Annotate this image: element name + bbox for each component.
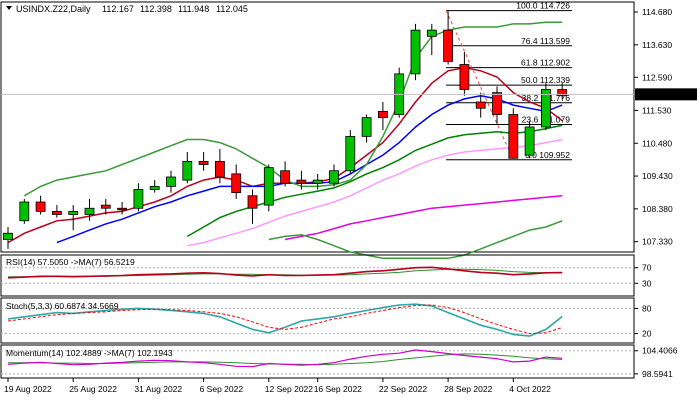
collapse-triangle-icon[interactable]	[6, 6, 12, 10]
candle-body	[3, 232, 13, 240]
candle-body	[84, 207, 95, 215]
time-axis: 19 Aug 2022 25 Aug 2022 31 Aug 2022 6 Sep 2…	[4, 378, 551, 394]
momentum-label: Momentum(14) 102.4889 ->MA(7) 102.1943	[6, 348, 173, 358]
time-tick-label: 19 Aug 2022	[4, 384, 52, 394]
osc-tick-label: 20	[642, 329, 652, 339]
momentum-lines: 104.4066 98.5941	[1, 346, 678, 379]
candle-body	[280, 170, 291, 184]
fib-level-label: 100.0 114.726	[516, 1, 570, 11]
price-tick-label: 114.680	[642, 7, 672, 17]
time-tick-label: 25 Aug 2022	[69, 384, 117, 394]
price-pane-frame	[0, 1, 635, 253]
candle-body	[100, 204, 111, 209]
candle-body	[35, 201, 46, 212]
ohlc-close: 112.045	[216, 4, 248, 14]
candle-body	[182, 160, 193, 181]
osc-tick-label: 98.5941	[642, 369, 673, 379]
candle-body	[443, 29, 454, 62]
moving-average-line	[187, 138, 563, 247]
stoch-d-line	[7, 304, 563, 335]
candle-body	[508, 114, 519, 159]
candle-body	[166, 176, 176, 187]
fib-level-label: 76.4 113.599	[521, 36, 570, 46]
price-tick-label: 110.480	[642, 138, 672, 148]
time-tick-label: 31 Aug 2022	[134, 384, 182, 394]
ohlc-low: 111.948	[178, 4, 209, 14]
stoch-label: Stoch(5,3,3) 60.6874 34.5669	[6, 301, 119, 311]
time-tick-label: 6 Sep 2022	[200, 384, 244, 394]
candle-body	[361, 117, 372, 137]
fib-level-label: 61.8 112.902	[521, 58, 570, 68]
rsi-pane-frame	[0, 254, 635, 297]
last-price-badge: 112.045	[635, 88, 697, 101]
moving-average-line	[268, 220, 563, 260]
rsi-lines: 70 30	[1, 263, 652, 288]
candle-body	[68, 210, 79, 215]
price-tick-label: 111.530	[642, 105, 672, 115]
candle-body	[557, 89, 568, 97]
price-pane: 114.680 113.630 112.590 111.530 110.480 109.4…	[0, 1, 697, 260]
candle-body	[52, 210, 62, 215]
candle-body	[19, 201, 30, 222]
candle-body	[312, 179, 323, 184]
chart-header: USINDX.Z22,Daily 112.167 112.398 111.948…	[6, 4, 248, 14]
candle-body	[459, 64, 470, 90]
stoch-lines: 80 20	[1, 303, 652, 339]
osc-tick-label: 104.4066	[642, 346, 678, 356]
time-tick-label: 28 Sep 2022	[444, 384, 492, 394]
candle-body	[541, 89, 551, 128]
candle-body	[117, 207, 127, 211]
candle-body	[492, 92, 502, 115]
candle-body	[149, 185, 160, 190]
stoch-k-line	[7, 303, 563, 337]
candle-body	[524, 126, 535, 156]
price-tick-label: 107.330	[642, 237, 673, 247]
momentum-line	[7, 349, 563, 368]
candle-body	[329, 170, 339, 184]
candle-body	[231, 173, 242, 194]
stoch-pane: 80 20 Stoch(5,3,3) 60.6874 34.5669	[0, 297, 652, 344]
last-price-badge-box	[635, 88, 697, 101]
fibonacci-levels: 100.0 114.726 76.4 113.599 61.8 112.902 50.…	[445, 1, 572, 161]
fib-level-label: 50.0 112.339	[521, 75, 570, 85]
price-tick-label: 108.380	[642, 204, 673, 214]
time-tick-label: 22 Sep 2022	[379, 384, 427, 394]
candle-body	[426, 29, 437, 37]
momentum-pane: 104.4066 98.5941 Momentum(14) 102.4889 ->…	[0, 344, 678, 379]
candle-body	[377, 110, 388, 119]
time-tick-label: 4 Oct 2022	[509, 384, 551, 394]
price-tick-label: 112.590	[642, 72, 672, 82]
candle-body	[198, 160, 209, 165]
osc-tick-label: 80	[642, 303, 652, 313]
moving-average-line	[284, 195, 563, 241]
candle-body	[247, 195, 258, 209]
fib-level-label: 0.0 109.952	[525, 150, 570, 160]
osc-tick-label: 30	[642, 278, 652, 288]
rsi-pane: 70 30 RSI(14) 57.5050 ->MA(7) 56.5219	[0, 254, 652, 297]
ohlc-open: 112.167	[102, 4, 134, 14]
ohlc-high: 112.398	[140, 4, 172, 14]
candle-body	[345, 135, 356, 172]
time-tick-label: 12 Sep 2022	[265, 384, 313, 394]
candle-body	[263, 167, 274, 206]
candle-body	[410, 29, 421, 75]
stoch-pane-frame	[0, 297, 635, 344]
last-price-badge-text: 112.045	[640, 90, 672, 100]
price-axis: 114.680 113.630 112.590 111.530 110.480 109.4…	[634, 7, 673, 247]
candle-body	[133, 189, 144, 209]
osc-tick-label: 70	[642, 263, 652, 273]
price-tick-label: 113.630	[642, 40, 672, 50]
candle-body	[214, 160, 225, 178]
moving-average-line	[23, 21, 563, 197]
price-tick-label: 109.430	[642, 171, 673, 181]
rsi-label: RSI(14) 57.5050 ->MA(7) 56.5219	[6, 257, 135, 267]
time-tick-label: 16 Sep 2022	[314, 384, 362, 394]
candle-body	[296, 179, 307, 184]
candle-body	[475, 101, 486, 109]
moving-average-line	[56, 95, 563, 244]
chart-title: USINDX.Z22,Daily	[16, 4, 91, 14]
rsi-line	[7, 266, 563, 279]
